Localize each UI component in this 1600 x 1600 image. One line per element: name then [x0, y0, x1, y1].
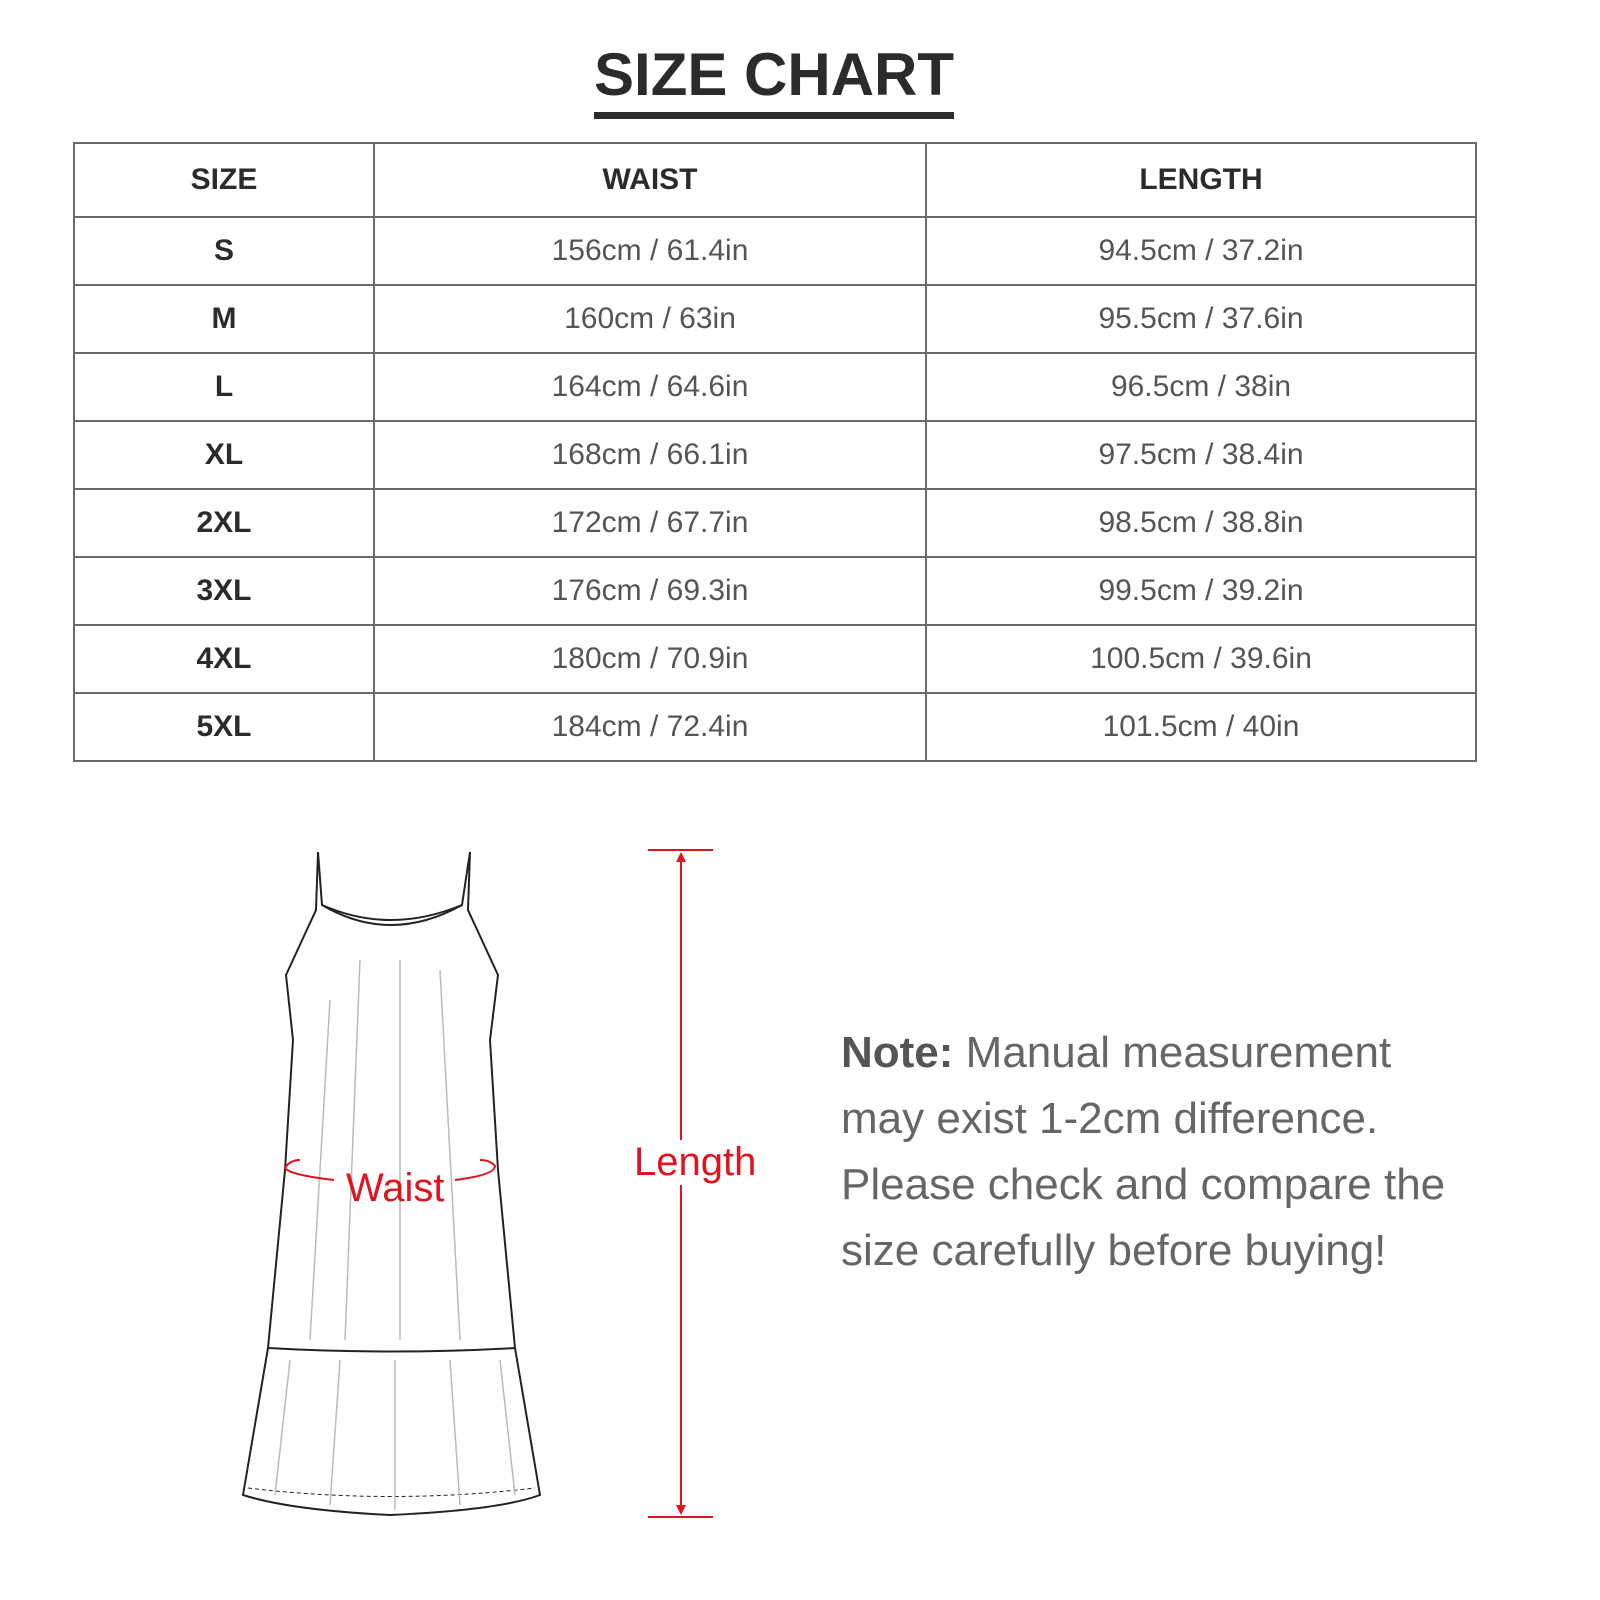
table-row: M 160cm / 63in 95.5cm / 37.6in	[73, 284, 1477, 354]
length-cell: 94.5cm / 37.2in	[925, 216, 1477, 286]
waist-cell: 176cm / 69.3in	[373, 556, 927, 626]
size-cell: XL	[73, 420, 375, 490]
table-row: 2XL 172cm / 67.7in 98.5cm / 38.8in	[73, 488, 1477, 558]
waist-label: Waist	[346, 1166, 445, 1210]
note-text: Manual measurement may exist 1-2cm diffe…	[841, 1028, 1446, 1275]
length-cell: 96.5cm / 38in	[925, 352, 1477, 422]
table-header-row: SIZE WAIST LENGTH	[73, 142, 1477, 218]
size-cell: 3XL	[73, 556, 375, 626]
dress-diagram	[241, 849, 713, 1518]
table-row: L 164cm / 64.6in 96.5cm / 38in	[73, 352, 1477, 422]
table-row: S 156cm / 61.4in 94.5cm / 37.2in	[73, 216, 1477, 286]
length-cell: 99.5cm / 39.2in	[925, 556, 1477, 626]
waist-cell: 156cm / 61.4in	[373, 216, 927, 286]
waist-cell: 180cm / 70.9in	[373, 624, 927, 694]
page-title: SIZE CHART	[0, 40, 1548, 119]
table-row: 4XL 180cm / 70.9in 100.5cm / 39.6in	[73, 624, 1477, 694]
waist-cell: 164cm / 64.6in	[373, 352, 927, 422]
length-cell: 95.5cm / 37.6in	[925, 284, 1477, 354]
size-cell: 4XL	[73, 624, 375, 694]
size-cell: L	[73, 352, 375, 422]
waist-measure-line	[283, 1159, 497, 1181]
length-cell: 97.5cm / 38.4in	[925, 420, 1477, 490]
size-table: SIZE WAIST LENGTH S 156cm / 61.4in 94.5cm …	[73, 142, 1477, 762]
header-waist: WAIST	[373, 142, 927, 218]
waist-cell: 184cm / 72.4in	[373, 692, 927, 762]
length-cell: 101.5cm / 40in	[925, 692, 1477, 762]
size-cell: 5XL	[73, 692, 375, 762]
note: Note: Manual measurement may exist 1-2cm…	[841, 1020, 1461, 1284]
header-size: SIZE	[73, 142, 375, 218]
length-cell: 100.5cm / 39.6in	[925, 624, 1477, 694]
table-row: 5XL 184cm / 72.4in 101.5cm / 40in	[73, 692, 1477, 762]
table-row: XL 168cm / 66.1in 97.5cm / 38.4in	[73, 420, 1477, 490]
note-label: Note:	[841, 1028, 954, 1077]
waist-cell: 160cm / 63in	[373, 284, 927, 354]
size-cell: M	[73, 284, 375, 354]
size-cell: 2XL	[73, 488, 375, 558]
table-row: 3XL 176cm / 69.3in 99.5cm / 39.2in	[73, 556, 1477, 626]
waist-cell: 168cm / 66.1in	[373, 420, 927, 490]
length-cell: 98.5cm / 38.8in	[925, 488, 1477, 558]
waist-cell: 172cm / 67.7in	[373, 488, 927, 558]
header-length: LENGTH	[925, 142, 1477, 218]
size-cell: S	[73, 216, 375, 286]
length-label: Length	[632, 1140, 759, 1185]
